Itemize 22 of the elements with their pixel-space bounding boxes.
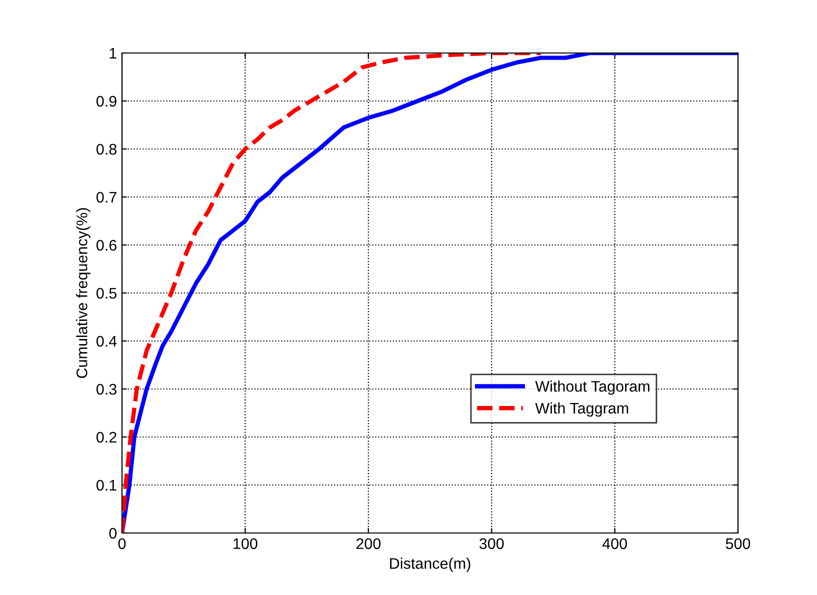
legend-label: Without Tagoram: [535, 380, 650, 395]
x-axis-title: Distance(m): [390, 558, 470, 572]
y-tick-label: 0.7: [96, 192, 116, 203]
y-tick-label: 0.4: [96, 336, 117, 347]
x-tick-label: 200: [356, 538, 381, 550]
x-tick-label: 100: [234, 538, 258, 550]
y-tick-label: 0.1: [96, 480, 116, 491]
y-axis-title: Cumulative frequency(%): [76, 208, 90, 378]
line-series: [122, 53, 738, 533]
y-tick-label: 1: [110, 48, 116, 59]
y-tick-label: 0.5: [96, 288, 116, 299]
legend-label: With Taggram: [535, 402, 628, 417]
y-tick-label: 0.3: [96, 384, 116, 395]
y-tick-label: 0: [109, 528, 117, 539]
y-tick-label: 0.6: [96, 240, 116, 251]
y-tick-label: 0.9: [96, 96, 116, 107]
x-tick-label: 0: [118, 538, 126, 550]
y-tick-label: 0.2: [96, 432, 116, 443]
x-tick-label: 500: [726, 538, 750, 550]
x-tick-label: 400: [602, 538, 627, 550]
y-tick-label: 0.8: [96, 144, 116, 155]
x-tick-label: 300: [479, 538, 504, 550]
